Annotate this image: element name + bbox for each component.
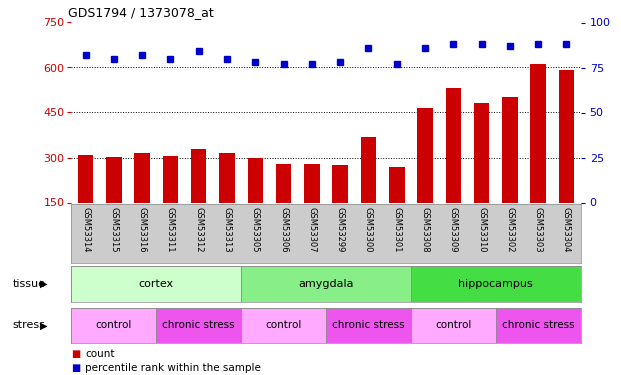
Bar: [241, 308, 326, 343]
Bar: [78, 154, 93, 248]
Text: percentile rank within the sample: percentile rank within the sample: [85, 363, 261, 373]
Text: control: control: [265, 320, 302, 330]
Text: GSM53305: GSM53305: [251, 207, 260, 253]
Text: GSM53308: GSM53308: [420, 207, 430, 253]
Text: GSM53316: GSM53316: [138, 207, 147, 253]
Bar: [326, 308, 411, 343]
Text: GSM53315: GSM53315: [109, 207, 119, 253]
Text: chronic stress: chronic stress: [502, 320, 574, 330]
Bar: [71, 308, 156, 343]
Text: GSM53309: GSM53309: [449, 207, 458, 253]
Text: GSM53301: GSM53301: [392, 207, 401, 253]
Text: ▶: ▶: [40, 320, 48, 330]
Text: GSM53312: GSM53312: [194, 207, 203, 253]
Bar: [530, 64, 546, 248]
Text: ■: ■: [71, 350, 81, 359]
Text: hippocampus: hippocampus: [458, 279, 533, 289]
Text: GSM53302: GSM53302: [505, 207, 514, 253]
Bar: [559, 70, 574, 248]
Bar: [106, 157, 122, 248]
Bar: [332, 165, 348, 248]
Text: chronic stress: chronic stress: [163, 320, 235, 330]
Bar: [389, 166, 404, 248]
Text: GSM53314: GSM53314: [81, 207, 90, 253]
Bar: [445, 88, 461, 248]
Text: GSM53307: GSM53307: [307, 207, 316, 253]
Text: GSM53299: GSM53299: [336, 207, 345, 253]
Text: ■: ■: [71, 363, 81, 373]
Bar: [163, 156, 178, 248]
Text: tissue: tissue: [12, 279, 45, 289]
Text: count: count: [85, 350, 115, 359]
Bar: [502, 98, 518, 248]
Bar: [191, 148, 207, 248]
Text: GSM53306: GSM53306: [279, 207, 288, 253]
Bar: [411, 308, 496, 343]
Text: GSM53311: GSM53311: [166, 207, 175, 253]
Text: control: control: [435, 320, 471, 330]
Text: ▶: ▶: [40, 279, 48, 289]
Bar: [411, 266, 581, 302]
Text: GDS1794 / 1373078_at: GDS1794 / 1373078_at: [68, 6, 214, 19]
Bar: [71, 266, 241, 302]
Bar: [276, 164, 291, 248]
Bar: [474, 104, 489, 248]
Text: GSM53313: GSM53313: [222, 207, 232, 253]
Bar: [241, 266, 411, 302]
Text: GSM53303: GSM53303: [533, 207, 543, 253]
Bar: [496, 308, 581, 343]
Bar: [156, 308, 241, 343]
Text: chronic stress: chronic stress: [332, 320, 405, 330]
Bar: [248, 158, 263, 248]
Bar: [304, 164, 320, 248]
Text: control: control: [96, 320, 132, 330]
Text: amygdala: amygdala: [298, 279, 354, 289]
Text: GSM53304: GSM53304: [562, 207, 571, 253]
Text: stress: stress: [12, 320, 45, 330]
Bar: [361, 136, 376, 248]
Bar: [219, 153, 235, 248]
Bar: [417, 108, 433, 248]
Text: GSM53300: GSM53300: [364, 207, 373, 253]
Text: GSM53310: GSM53310: [477, 207, 486, 253]
Bar: [134, 153, 150, 248]
Text: cortex: cortex: [138, 279, 174, 289]
